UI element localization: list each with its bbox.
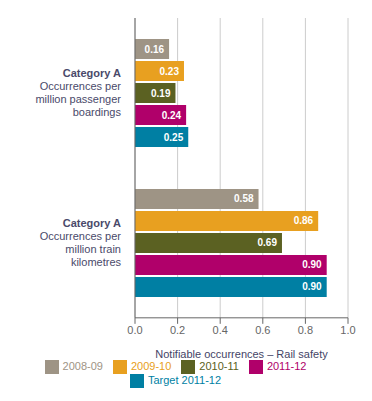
html-text:2010-11: 2010-11: [199, 359, 239, 372]
svg-text:Category A: Category A: [63, 217, 121, 229]
svg-text:1.0: 1.0: [340, 324, 355, 336]
svg-text:Category A: Category A: [63, 67, 121, 79]
svg-text:0.90: 0.90: [302, 259, 322, 270]
svg-text:0.23: 0.23: [160, 66, 180, 77]
svg-text:million passenger: million passenger: [35, 93, 121, 105]
html-text:Target 2011-12: Target 2011-12: [147, 373, 222, 386]
svg-text:million train: million train: [65, 243, 121, 255]
svg-text:0.2: 0.2: [170, 324, 185, 336]
svg-text:0.16: 0.16: [145, 44, 165, 55]
svg-text:boardings: boardings: [73, 106, 122, 118]
svg-text:0.69: 0.69: [258, 237, 278, 248]
html-text:2009-10: 2009-10: [130, 359, 172, 372]
svg-text:0.24: 0.24: [162, 110, 182, 121]
svg-text:Occurrences per: Occurrences per: [40, 230, 122, 242]
svg-text:0.19: 0.19: [151, 88, 171, 99]
svg-text:0.0: 0.0: [127, 324, 142, 336]
svg-text:0.25: 0.25: [164, 132, 184, 143]
svg-text:0.6: 0.6: [255, 324, 270, 336]
svg-text:Occurrences per: Occurrences per: [40, 80, 122, 92]
svg-text:0.90: 0.90: [302, 281, 322, 292]
svg-text:0.4: 0.4: [213, 324, 228, 336]
svg-text:kilometres: kilometres: [71, 256, 122, 268]
svg-text:0.86: 0.86: [294, 215, 314, 226]
svg-text:Notifiable occurrences – Rail: Notifiable occurrences – Rail safety: [155, 348, 328, 360]
html-text:2011-12: 2011-12: [266, 359, 307, 372]
html-text:2008-09: 2008-09: [62, 359, 103, 372]
svg-text:0.58: 0.58: [234, 193, 254, 204]
svg-text:0.8: 0.8: [298, 324, 313, 336]
